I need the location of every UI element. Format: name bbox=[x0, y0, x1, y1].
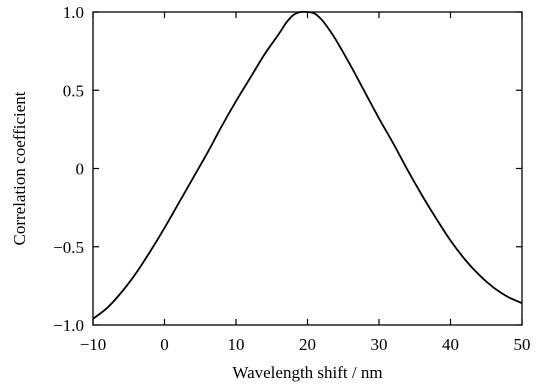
axes bbox=[92, 11, 523, 326]
x-tick-label: 50 bbox=[514, 335, 531, 354]
x-tick-label: −10 bbox=[80, 335, 107, 354]
x-axis-title: Wavelength shift / nm bbox=[232, 363, 382, 382]
x-tick-label: 20 bbox=[299, 335, 316, 354]
x-tick-label: 40 bbox=[442, 335, 459, 354]
x-tick-label: 30 bbox=[371, 335, 388, 354]
y-axis-title: Correlation coefficient bbox=[10, 91, 29, 245]
y-tick-label: −0.5 bbox=[53, 238, 84, 257]
plot-frame bbox=[92, 11, 523, 326]
x-tick-label: 0 bbox=[160, 335, 169, 354]
series-layer bbox=[92, 10, 523, 320]
series-line-0 bbox=[92, 10, 523, 320]
labels-layer: −10 0 10 20 30 40 50 −1.0 −0.5 0 0.5 1.0 Wavelength … bbox=[10, 3, 531, 382]
x-tick-label: 10 bbox=[228, 335, 245, 354]
y-tick-label: 1.0 bbox=[63, 3, 84, 22]
y-tick-label: 0 bbox=[76, 160, 85, 179]
y-tick-label: −1.0 bbox=[53, 316, 84, 335]
y-tick-label: 0.5 bbox=[63, 81, 84, 100]
